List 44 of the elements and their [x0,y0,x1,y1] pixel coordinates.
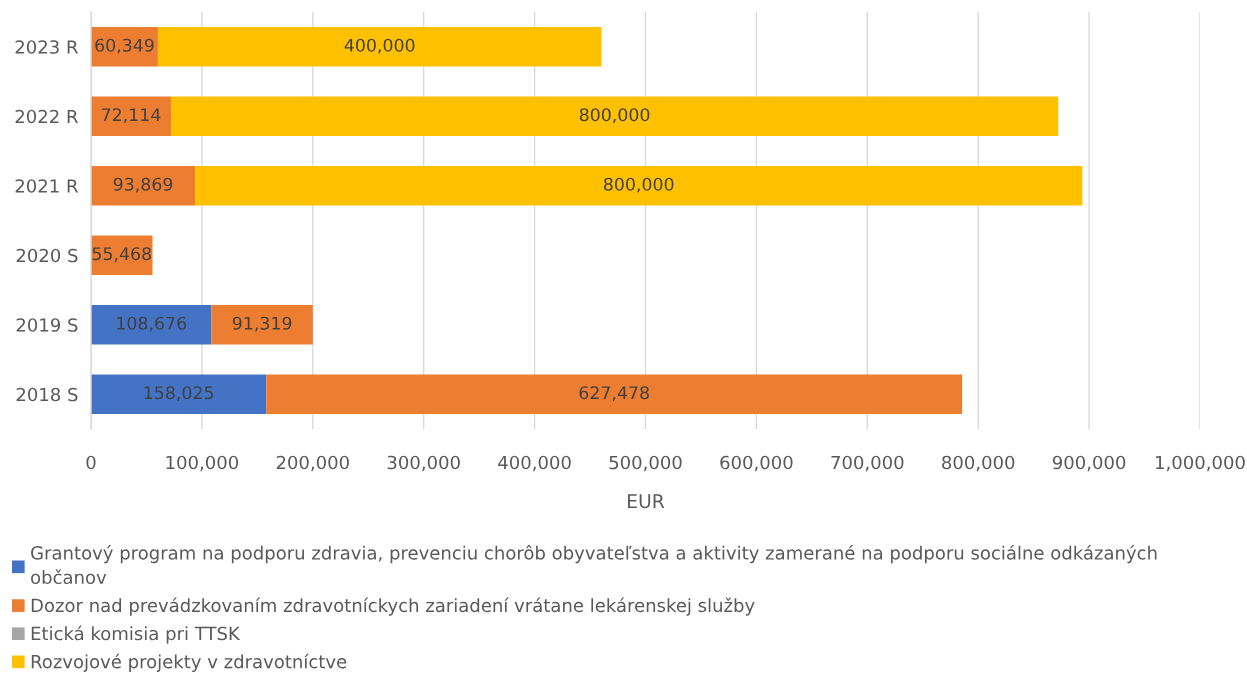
legend-label: Rozvojové projekty v zdravotníctve [31,653,347,672]
bar [91,96,171,137]
x-tick-label: 500,000 [609,455,682,472]
x-tick-label: 400,000 [498,455,571,472]
x-tick-label: 800,000 [942,455,1015,472]
x-tick-label: 900,000 [1052,455,1126,472]
data-label: 400,000 [344,38,415,54]
data-label: 91,319 [232,316,292,332]
bar [91,165,196,206]
y-tick-label: 2020 S [16,248,78,263]
bar [211,304,313,345]
x-tick-label: 200,000 [276,455,349,472]
bar [266,374,963,415]
data-label: 93,869 [113,177,173,193]
y-tick-label: 2019 S [16,318,78,332]
legend-label: Dozor nad prevádzkovaním zdravotníckych zariadení vrátane lekárenskej služby [31,597,755,616]
data-label: 627,478 [579,386,649,402]
legend-label: Grantový program na podporu zdravia, prevenciu chorôb obyvateľstva a aktivity zamerané na podporu sociálne odkázaných občanov [31,545,1157,585]
data-label: 800,000 [579,108,650,124]
x-tick-label: 0 [86,455,96,470]
x-tick-label: 700,000 [831,455,904,472]
x-tick-label: 600,000 [720,455,793,472]
legend-label: Etická komisia pri TTSK [31,625,241,644]
data-label: 72,114 [102,108,161,124]
bar [91,374,267,415]
bar [170,96,1059,137]
y-tick-label: 2018 S [16,387,78,402]
data-label: 55,468 [92,247,151,263]
bar [91,26,158,67]
y-tick-label: 2021 R [15,179,78,193]
bar [91,235,153,276]
y-tick-label: 2022 R [15,109,78,124]
data-label: 60,349 [95,38,154,54]
bar [157,26,602,67]
y-tick-label: 2023 R [15,40,78,54]
data-label: 108,676 [117,316,187,332]
x-tick-label: 100,000 [166,455,239,472]
data-label: 158,025 [144,386,213,402]
bar [195,165,1083,206]
x-tick-label: 300,000 [387,455,460,472]
x-axis-title: EUR [628,494,665,509]
data-label: 800,000 [603,177,674,193]
x-tick-label: 1,000,000 [1156,455,1245,472]
bar [91,304,212,345]
